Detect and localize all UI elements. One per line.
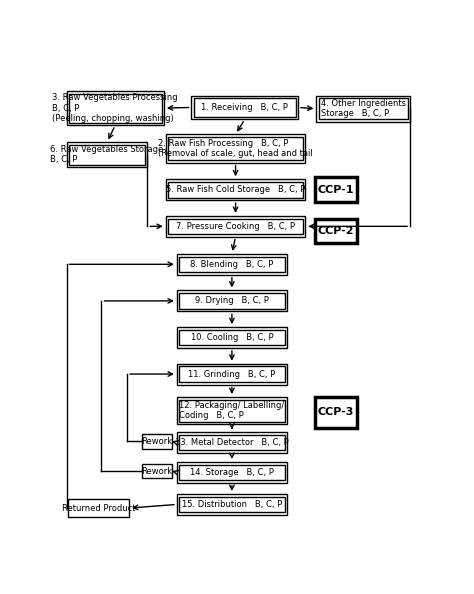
- Bar: [66, 142, 147, 168]
- Bar: [315, 178, 357, 202]
- Text: CCP-3: CCP-3: [318, 407, 354, 418]
- Bar: [177, 462, 287, 483]
- Bar: [177, 254, 287, 275]
- Text: 9. Drying   B, C, P: 9. Drying B, C, P: [195, 296, 269, 305]
- Text: 2. Raw Fish Processing   B, C, P
(Removal of scale, gut, head and tail: 2. Raw Fish Processing B, C, P (Removal …: [158, 139, 313, 158]
- Text: 5. Raw Fish Cold Storage   B, C, P: 5. Raw Fish Cold Storage B, C, P: [166, 185, 305, 194]
- Text: 15. Distribution   B, C, P: 15. Distribution B, C, P: [182, 500, 282, 509]
- Bar: [177, 432, 287, 453]
- Bar: [166, 134, 305, 163]
- Text: 1. Receiving   B, C, P: 1. Receiving B, C, P: [201, 103, 288, 112]
- Bar: [179, 293, 285, 309]
- Text: Returned Product: Returned Product: [62, 504, 136, 513]
- Bar: [316, 96, 410, 122]
- Bar: [177, 327, 287, 348]
- Bar: [319, 98, 408, 119]
- Bar: [168, 182, 303, 198]
- Bar: [68, 499, 129, 517]
- Text: 4. Other Ingredients
Storage   B, C, P: 4. Other Ingredients Storage B, C, P: [321, 99, 406, 118]
- Bar: [142, 434, 172, 448]
- Text: 10. Cooling   B, C, P: 10. Cooling B, C, P: [191, 333, 273, 342]
- Bar: [177, 364, 287, 384]
- Bar: [315, 219, 357, 244]
- Bar: [179, 400, 285, 422]
- Bar: [179, 366, 285, 382]
- Text: 12. Packaging/ Labelling/
Coding   B, C, P: 12. Packaging/ Labelling/ Coding B, C, P: [179, 401, 284, 421]
- Bar: [179, 497, 285, 512]
- Text: 3. Raw Vegetables Processing
B, C, P
(Peeling, chopping, washing): 3. Raw Vegetables Processing B, C, P (Pe…: [53, 93, 178, 123]
- Bar: [315, 397, 357, 428]
- Text: Rework: Rework: [141, 466, 173, 476]
- Bar: [179, 435, 285, 450]
- Bar: [166, 216, 305, 237]
- Bar: [66, 91, 164, 125]
- Bar: [179, 257, 285, 272]
- Bar: [177, 290, 287, 311]
- Text: CCP-2: CCP-2: [318, 226, 354, 236]
- Bar: [142, 464, 172, 478]
- Bar: [191, 96, 298, 119]
- Bar: [168, 137, 303, 160]
- Bar: [177, 494, 287, 515]
- Bar: [179, 330, 285, 345]
- Bar: [168, 219, 303, 234]
- Text: 14. Storage   B, C, P: 14. Storage B, C, P: [190, 468, 274, 477]
- Text: 7. Pressure Cooking   B, C, P: 7. Pressure Cooking B, C, P: [176, 222, 295, 231]
- Text: 6. Raw Vegetables Storage
B, C, P: 6. Raw Vegetables Storage B, C, P: [50, 145, 164, 165]
- Bar: [177, 397, 287, 424]
- Bar: [194, 98, 296, 116]
- Text: 11. Grinding   B, C, P: 11. Grinding B, C, P: [188, 369, 275, 378]
- Text: CCP-1: CCP-1: [318, 185, 354, 195]
- Bar: [69, 94, 162, 122]
- Bar: [179, 465, 285, 480]
- Text: Rework: Rework: [141, 437, 173, 446]
- Bar: [69, 145, 145, 165]
- Text: 8. Blending   B, C, P: 8. Blending B, C, P: [190, 260, 273, 269]
- Text: 13. Metal Detector   B, C, P: 13. Metal Detector B, C, P: [175, 438, 289, 447]
- Bar: [166, 179, 305, 200]
